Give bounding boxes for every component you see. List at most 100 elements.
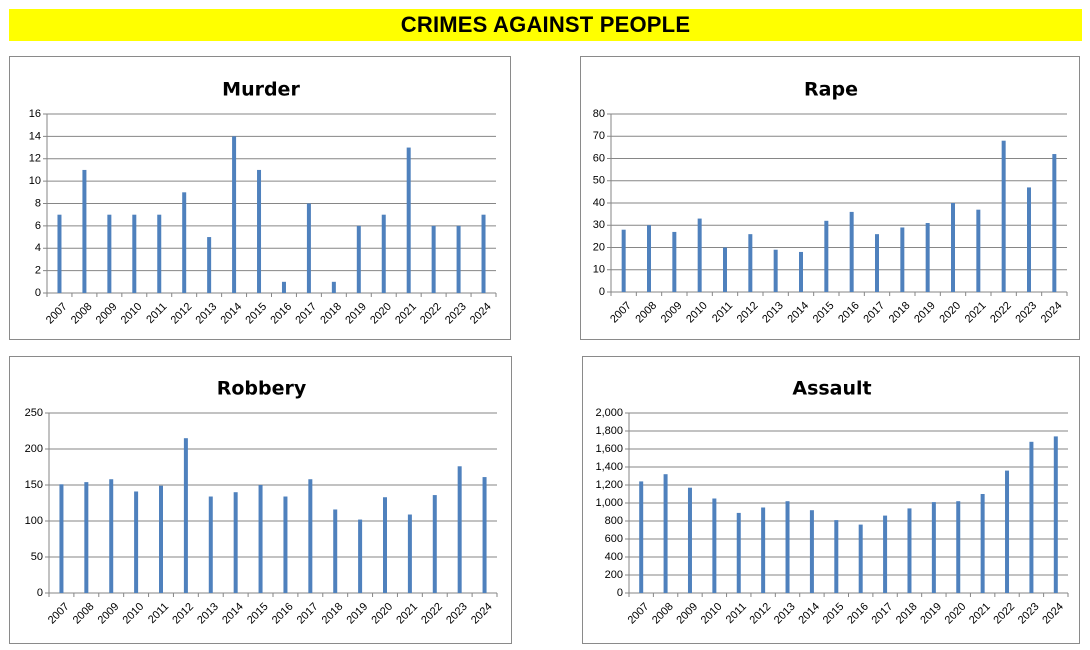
bar-robbery-2009 — [109, 479, 114, 593]
bar-robbery-2010 — [134, 491, 139, 593]
x-tick-label: 2009 — [94, 301, 120, 327]
bar-murder-2012 — [182, 192, 187, 293]
bar-rape-2012 — [748, 234, 753, 292]
x-tick-label: 2012 — [735, 300, 761, 326]
bar-robbery-2016 — [283, 496, 288, 593]
x-tick-label: 2010 — [684, 300, 710, 326]
bar-murder-2007 — [57, 214, 62, 293]
y-tick-label: 800 — [605, 515, 623, 527]
y-tick-label: 14 — [29, 130, 41, 142]
x-tick-label: 2021 — [394, 601, 420, 627]
bar-murder-2023 — [456, 225, 461, 293]
y-tick-label: 12 — [29, 153, 41, 165]
x-tick-label: 2024 — [1039, 300, 1065, 326]
x-tick-label: 2011 — [724, 601, 749, 626]
x-tick-label: 2023 — [443, 301, 469, 327]
x-tick-label: 2010 — [121, 601, 147, 627]
x-tick-label: 2011 — [144, 301, 169, 326]
y-tick-label: 0 — [37, 587, 43, 599]
x-tick-label: 2016 — [836, 300, 862, 326]
bar-assault-2022 — [1005, 470, 1010, 593]
x-tick-label: 2011 — [146, 601, 171, 626]
y-tick-label: 2,000 — [595, 407, 623, 419]
bar-assault-2017 — [883, 515, 888, 593]
bar-murder-2017 — [306, 203, 311, 293]
chart-panel-murder: Murder 0 2 4 6 8 10 12 14 16 2007 2008 2009 2010 2011 2… — [9, 56, 511, 340]
x-tick-label: 2019 — [912, 300, 938, 326]
x-tick-label: 2013 — [760, 300, 786, 326]
bar-assault-2016 — [858, 524, 863, 593]
bar-robbery-2007 — [59, 484, 64, 593]
bar-robbery-2013 — [208, 496, 213, 593]
bar-rape-2010 — [697, 218, 702, 292]
bar-assault-2019 — [931, 502, 936, 593]
bar-assault-2013 — [785, 501, 790, 593]
y-tick-label: 80 — [593, 108, 605, 120]
y-tick-label: 600 — [605, 533, 623, 545]
x-tick-label: 2024 — [1040, 601, 1066, 627]
x-tick-label: 2014 — [218, 301, 244, 327]
bar-murder-2020 — [381, 214, 386, 293]
x-tick-label: 2009 — [96, 601, 122, 627]
x-tick-label: 2007 — [608, 300, 634, 326]
y-tick-label: 1,200 — [595, 479, 623, 491]
chart-assault: Assault 0 200 400 600 800 1,000 1,200 1,400 1,600… — [595, 378, 1069, 627]
chart-title-assault: Assault — [792, 378, 871, 400]
x-tick-label: 2015 — [811, 300, 837, 326]
y-tick-label: 8 — [35, 197, 41, 209]
y-tick-label: 10 — [593, 264, 605, 276]
y-tick-label: 1,600 — [595, 443, 623, 455]
x-tick-label: 2008 — [69, 301, 95, 327]
x-tick-label: 2012 — [170, 601, 196, 627]
y-tick-label: 2 — [35, 265, 41, 277]
chart-title-rape: Rape — [804, 79, 858, 101]
x-tick-label: 2017 — [861, 300, 887, 326]
y-tick-label: 6 — [35, 220, 41, 232]
y-tick-label: 100 — [25, 515, 43, 527]
y-tick-label: 150 — [25, 479, 43, 491]
x-tick-label: 2008 — [633, 300, 659, 326]
bar-robbery-2018 — [333, 509, 338, 593]
x-tick-label: 2007 — [44, 301, 70, 327]
y-tick-label: 50 — [593, 175, 605, 187]
x-tick-label: 2018 — [887, 300, 913, 326]
y-tick-label: 200 — [605, 569, 623, 581]
x-tick-label: 2009 — [674, 601, 700, 627]
x-tick-label: 2022 — [419, 601, 445, 627]
bar-robbery-2017 — [308, 479, 313, 593]
bar-rape-2020 — [951, 203, 955, 292]
bar-murder-2011 — [157, 214, 162, 293]
y-tick-label: 40 — [593, 197, 605, 209]
y-tick-label: 400 — [605, 551, 623, 563]
x-tick-label: 2016 — [270, 601, 296, 627]
x-tick-label: 2019 — [343, 301, 369, 327]
bar-rape-2011 — [723, 247, 727, 292]
x-tick-label: 2011 — [710, 300, 735, 325]
x-tick-label: 2016 — [268, 301, 294, 327]
bar-robbery-2014 — [233, 492, 238, 593]
x-tick-label: 2019 — [918, 601, 944, 627]
y-tick-label: 70 — [593, 130, 605, 142]
x-tick-label: 2012 — [748, 601, 774, 627]
x-tick-label: 2017 — [869, 601, 895, 627]
bar-robbery-2022 — [432, 495, 437, 593]
bar-rape-2016 — [849, 211, 854, 292]
bar-rape-2013 — [773, 249, 778, 292]
bar-murder-2014 — [232, 136, 237, 293]
y-tick-label: 250 — [25, 407, 43, 419]
y-tick-label: 60 — [593, 152, 605, 164]
x-tick-label: 2019 — [345, 601, 371, 627]
bar-murder-2015 — [257, 169, 262, 293]
x-tick-label: 2022 — [418, 301, 444, 327]
x-tick-label: 2020 — [943, 601, 969, 627]
y-tick-label: 10 — [29, 175, 41, 187]
chart-panel-robbery: Robbery 0 50 100 150 200 250 2007 2008 2009 2010 20… — [9, 356, 512, 644]
y-tick-label: 4 — [35, 242, 41, 254]
bar-robbery-2011 — [159, 485, 163, 593]
bar-assault-2012 — [761, 507, 766, 593]
x-tick-label: 2007 — [626, 601, 652, 627]
y-tick-label: 50 — [31, 551, 43, 563]
x-tick-label: 2017 — [293, 301, 319, 327]
x-tick-label: 2018 — [320, 601, 346, 627]
